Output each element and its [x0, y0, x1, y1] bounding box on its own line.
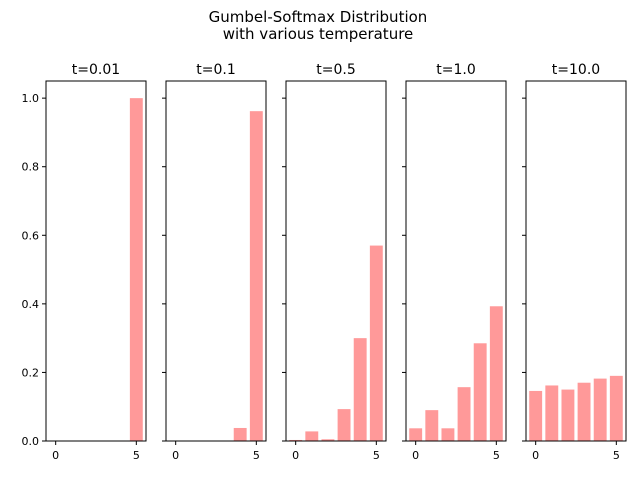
figure-title-line2: with various temperature [223, 25, 414, 43]
bar [609, 375, 623, 441]
bar [457, 387, 471, 441]
bar [233, 427, 247, 441]
x-tick-label: 0 [532, 449, 539, 462]
axes-frame [525, 80, 627, 442]
x-tick-label: 5 [613, 449, 620, 462]
bar [321, 439, 335, 441]
x-tick-label: 5 [373, 449, 380, 462]
bar [289, 439, 303, 441]
x-tick-label: 5 [493, 449, 500, 462]
bar [577, 382, 591, 441]
subplot-0: t=0.01 0 5 0.0 0.2 0.4 0.6 0.8 1.0 [22, 62, 147, 462]
axes-frame [45, 80, 147, 442]
axes-frame [165, 80, 267, 442]
bar [369, 245, 383, 441]
y-tick-label: 0.6 [22, 229, 40, 242]
axes-frame [285, 80, 387, 442]
x-tick-label: 5 [133, 449, 140, 462]
bar [337, 409, 351, 441]
bar [473, 343, 487, 441]
subplot-1: t=0.1 0 5 [162, 62, 267, 462]
x-tick-label: 5 [253, 449, 260, 462]
bar [529, 390, 543, 441]
subplot-2: t=0.5 0 5 [282, 62, 387, 462]
bar [129, 98, 143, 441]
x-tick-label: 0 [172, 449, 179, 462]
y-tick-label: 0.8 [22, 161, 40, 174]
bar [249, 111, 263, 442]
subplot-title: t=0.1 [196, 62, 235, 78]
figure-title-line1: Gumbel-Softmax Distribution [209, 8, 428, 26]
bar [593, 378, 607, 441]
subplot-title: t=10.0 [552, 62, 600, 78]
bar [409, 428, 423, 441]
y-tick-label: 1.0 [22, 92, 40, 105]
bar [305, 431, 319, 441]
subplot-4: t=10.0 0 5 [522, 62, 627, 462]
x-tick-label: 0 [412, 449, 419, 462]
subplot-3: t=1.0 0 5 [402, 62, 507, 462]
bar [545, 385, 559, 441]
y-tick-label: 0.2 [22, 366, 40, 379]
axes-frame [405, 80, 507, 442]
bar [353, 338, 367, 441]
bar [489, 306, 503, 441]
x-tick-label: 0 [52, 449, 59, 462]
y-tick-label: 0.4 [22, 298, 40, 311]
subplot-title: t=0.5 [316, 62, 355, 78]
bar [425, 410, 439, 441]
bar [441, 428, 455, 441]
subplot-grid: t=0.01 0 5 0.0 0.2 0.4 0.6 0.8 1.0 t=0.1 0 5 t=0.5 0 5… [22, 62, 627, 462]
subplot-title: t=1.0 [436, 62, 475, 78]
subplot-title: t=0.01 [72, 62, 120, 78]
y-tick-label: 0.0 [22, 435, 40, 448]
x-tick-label: 0 [292, 449, 299, 462]
bar [561, 389, 575, 441]
